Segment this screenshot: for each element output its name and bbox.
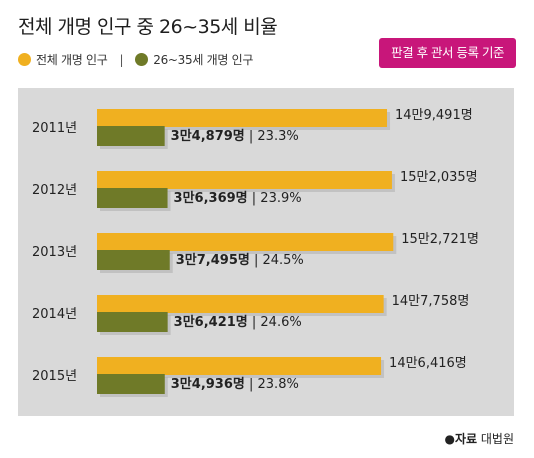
age-value: 3만4,879명 bbox=[171, 128, 245, 144]
age-percent: 23.8% bbox=[258, 377, 299, 392]
category-label: 2011년 bbox=[32, 121, 77, 136]
total-value-label: 14만7,758명 bbox=[392, 294, 470, 309]
chart-title: 전체 개명 인구 중 26~35세 비율 bbox=[18, 16, 278, 38]
total-value-label: 14만6,416명 bbox=[389, 356, 467, 371]
age-separator: | bbox=[245, 129, 258, 144]
age-value: 3만6,369명 bbox=[174, 190, 248, 206]
age-separator: | bbox=[250, 253, 263, 268]
age-percent: 23.3% bbox=[257, 129, 298, 144]
total-value-label: 15만2,035명 bbox=[400, 170, 478, 185]
age-bar bbox=[97, 312, 168, 332]
category-label: 2014년 bbox=[32, 307, 77, 322]
source-note: ●자료 대법원 bbox=[444, 430, 514, 447]
age-separator: | bbox=[248, 191, 261, 206]
total-bar bbox=[97, 295, 384, 313]
legend-separator: | bbox=[119, 52, 124, 67]
age-bar bbox=[97, 126, 165, 146]
age-bar bbox=[97, 374, 165, 394]
age-value-label: 3만4,936명 | 23.8% bbox=[171, 376, 299, 392]
total-bar bbox=[97, 357, 382, 375]
legend-label-age: 26~35세 개명 인구 bbox=[153, 53, 254, 67]
total-value-label: 14만9,491명 bbox=[395, 108, 473, 123]
legend-swatch-total bbox=[18, 53, 31, 66]
total-bar bbox=[97, 109, 388, 127]
age-bar bbox=[97, 250, 170, 270]
age-separator: | bbox=[248, 315, 261, 330]
age-value-label: 3만6,369명 | 23.9% bbox=[174, 190, 302, 206]
age-value-label: 3만6,421명 | 24.6% bbox=[174, 314, 302, 330]
criteria-badge: 판결 후 관서 등록 기준 bbox=[379, 38, 516, 68]
total-bar bbox=[97, 233, 394, 251]
age-separator: | bbox=[245, 377, 258, 392]
age-value-label: 3만4,879명 | 23.3% bbox=[171, 128, 299, 144]
source-prefix: ●자료 bbox=[444, 432, 478, 446]
category-label: 2015년 bbox=[32, 369, 77, 384]
category-label: 2013년 bbox=[32, 245, 77, 260]
legend-item-age: 26~35세 개명 인구 bbox=[135, 51, 253, 68]
total-bar bbox=[97, 171, 392, 189]
age-value: 3만4,936명 bbox=[171, 376, 245, 392]
legend-swatch-age bbox=[135, 53, 149, 66]
chart-panel: 2011년 14만9,491명 3만4,879명 | 23.3% 2012년 15만2,… bbox=[18, 88, 514, 416]
age-value-label: 3만7,495명 | 24.5% bbox=[176, 252, 304, 268]
age-percent: 24.6% bbox=[260, 315, 301, 330]
age-value: 3만6,421명 bbox=[174, 314, 248, 330]
age-value: 3만7,495명 bbox=[176, 252, 250, 268]
total-value-label: 15만2,721명 bbox=[401, 232, 479, 247]
age-percent: 23.9% bbox=[260, 191, 301, 206]
age-bar bbox=[97, 188, 168, 208]
source-name: 대법원 bbox=[480, 432, 514, 446]
legend: 전체 개명 인구 | 26~35세 개명 인구 bbox=[18, 51, 253, 68]
category-label: 2012년 bbox=[32, 183, 77, 198]
age-percent: 24.5% bbox=[262, 253, 303, 268]
bar-chart: 2011년 14만9,491명 3만4,879명 | 23.3% 2012년 15만2,… bbox=[32, 108, 479, 397]
legend-label-total: 전체 개명 인구 bbox=[36, 53, 108, 67]
legend-item-total: 전체 개명 인구 bbox=[18, 51, 108, 68]
